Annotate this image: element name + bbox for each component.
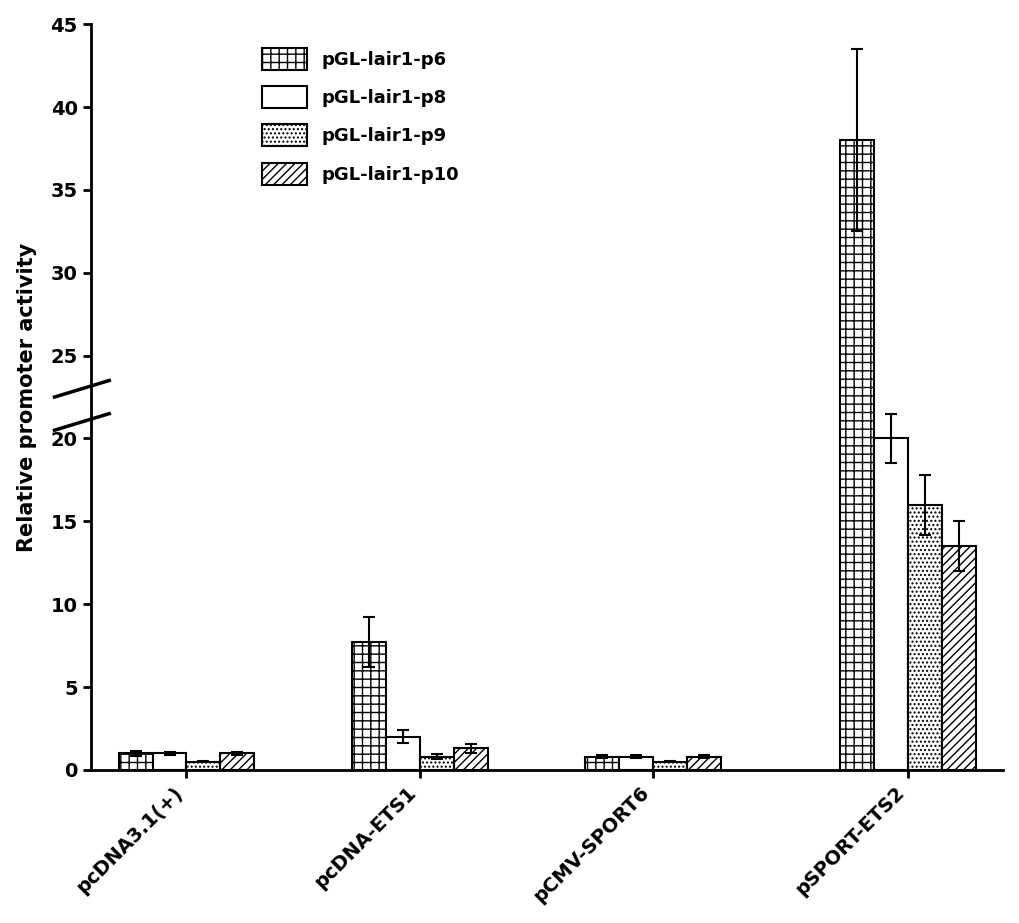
Bar [687, 757, 720, 770]
Bar [652, 761, 687, 770]
Bar [907, 505, 941, 770]
Bar [186, 761, 220, 770]
Bar [873, 438, 907, 770]
Bar [153, 753, 186, 770]
Legend: pGL-lair1-p6, pGL-lair1-p8, pGL-lair1-p9, pGL-lair1-p10: pGL-lair1-p6, pGL-lair1-p8, pGL-lair1-p9… [255, 41, 467, 192]
Bar [385, 737, 420, 770]
Bar [619, 757, 652, 770]
Y-axis label: Relative promoter activity: Relative promoter activity [16, 243, 37, 552]
Bar [941, 546, 975, 770]
Bar [839, 140, 873, 770]
Bar [585, 757, 619, 770]
Bar [118, 753, 153, 770]
Bar [352, 642, 385, 770]
Bar [220, 753, 254, 770]
Bar [420, 757, 453, 770]
Bar [453, 749, 487, 770]
